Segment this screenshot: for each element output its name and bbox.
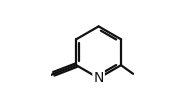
Text: N: N xyxy=(93,71,104,85)
